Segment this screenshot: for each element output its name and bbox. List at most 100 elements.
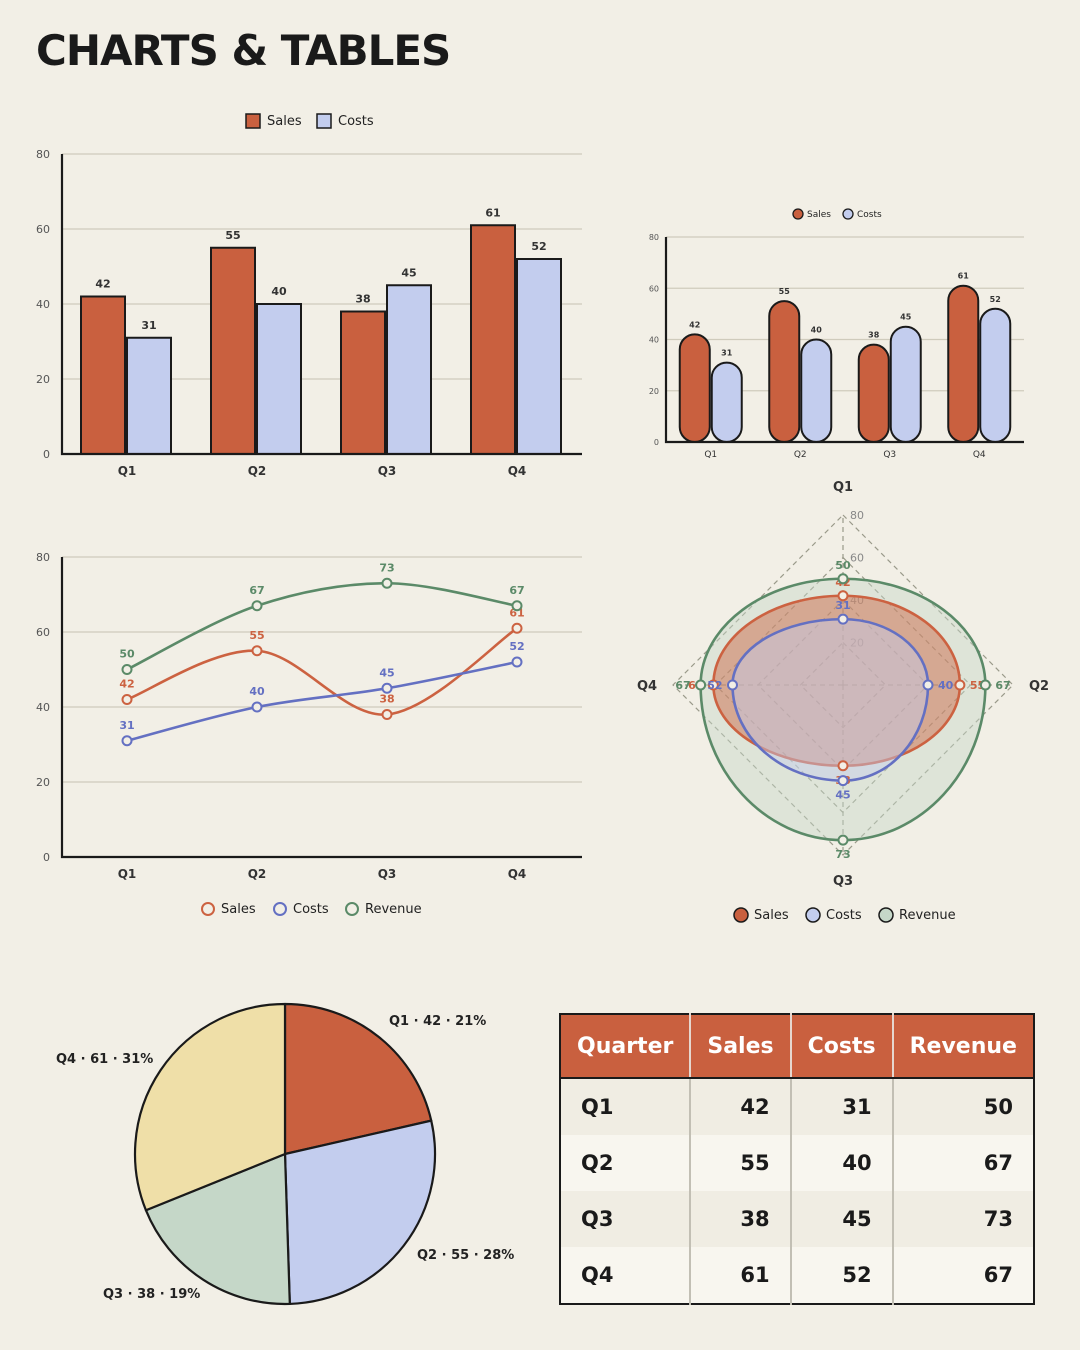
slice-label: Q1 · 42 · 21% [389,1014,486,1029]
slice-label: Q4 · 61 · 31% [56,1052,153,1067]
data-label: 55 [225,229,240,242]
data-label: 31 [119,719,134,732]
data-label: 55 [779,287,791,296]
data-label: 40 [271,285,287,298]
data-table: Quarter Sales Costs Revenue Q1 42 31 50 … [559,1013,1035,1305]
radar-grid-ring [757,599,929,771]
table-row: Q1 42 31 50 [560,1078,1034,1135]
legend-label: Sales [221,902,256,917]
bar [678,333,711,443]
slice-label: Q3 · 38 · 19% [103,1287,200,1302]
x-tick-label: Q4 [508,464,527,478]
axis-label: Q2 [1029,679,1049,694]
data-point [121,664,133,675]
data-label: 38 [355,293,370,306]
data-point [251,701,263,713]
series-line [126,660,518,743]
grouped-bar-chart: 0 20 40 60 80 42 31 Q1 55 40 Q2 38 45 Q3 61 52 Q4 Sales Co… [36,113,582,478]
radial-tick-label: 80 [850,509,864,522]
data-label: 52 [531,240,546,253]
x-tick-label: Q1 [118,464,137,478]
data-label: 45 [835,789,850,802]
data-label: 38 [868,331,880,340]
table-cell: 50 [892,1078,1034,1135]
slice-label: Q2 · 55 · 28% [417,1248,514,1263]
series-line [126,581,518,671]
data-label: 45 [379,666,394,679]
x-tick-label: Q2 [248,867,267,881]
x-tick-label: Q2 [248,464,267,478]
table-cell: Q1 [560,1078,692,1135]
bar [768,300,801,443]
data-point [837,775,849,787]
rounded-bar-chart: 0 20 40 60 80 42 31 Q1 55 40 Q2 38 45 Q3 61 52 Q4 Sales Co… [649,208,1024,460]
legend-swatch [345,902,359,916]
table-cell: Q3 [560,1191,692,1247]
x-tick-label: Q3 [378,464,397,478]
legend-label: Sales [807,210,831,220]
bar [386,284,432,455]
y-tick-label: 60 [649,284,659,293]
bar [470,224,516,455]
data-point [251,600,263,612]
axis-label: Q3 [833,874,853,889]
data-point [511,600,523,612]
legend-swatch [842,208,854,220]
bar [340,310,386,455]
data-point [121,694,133,705]
legend-swatch [201,902,215,916]
data-label: 50 [119,648,135,661]
x-tick-label: Q4 [508,867,527,881]
x-tick-label: Q3 [883,450,896,460]
data-label: 40 [938,679,954,692]
axis-label: Q1 [833,480,853,495]
data-label: 67 [995,679,1010,692]
data-label: 55 [249,629,264,642]
y-tick-label: 20 [649,387,659,396]
bar [889,325,922,443]
radar-chart: 20406080Q1Q2Q3Q4425538613140455250677367… [637,480,1049,923]
legend-label: Sales [754,908,789,923]
table-row: Q4 61 52 67 [560,1247,1034,1304]
bar [210,246,256,455]
axis-line [60,557,582,859]
table-cell: 31 [790,1078,894,1135]
data-label: 42 [95,278,110,291]
data-label: 38 [379,693,394,706]
data-point [954,679,966,691]
y-tick-label: 20 [36,776,50,789]
x-tick-label: Q2 [794,450,807,460]
axis-line [664,237,1024,444]
data-label: 42 [689,320,700,329]
bar [256,303,302,455]
data-label: 42 [119,678,134,691]
legend-swatch [733,907,749,923]
bar [516,258,562,455]
y-tick-label: 0 [43,851,50,864]
table-header-costs: Costs [790,1014,894,1079]
data-point [727,679,738,691]
x-tick-label: Q1 [118,867,137,881]
legend-swatch [792,208,804,220]
table-header-row: Quarter Sales Costs Revenue [560,1014,1034,1079]
table-cell: 52 [790,1247,894,1304]
table-cell: 67 [892,1135,1034,1191]
data-point [837,573,849,585]
legend-label: Costs [857,210,882,220]
table-cell: 67 [892,1247,1034,1304]
table-header-revenue: Revenue [892,1014,1034,1079]
radial-tick-label: 20 [850,637,864,650]
data-label: 45 [401,266,416,279]
legend-label: Sales [267,114,302,129]
axis-line [60,154,582,456]
axis-label: Q4 [637,679,657,694]
page-title: CHARTS & TABLES [36,26,451,75]
pie-slice [133,1002,287,1212]
table-cell: 55 [690,1135,792,1191]
data-label: 52 [509,640,524,653]
radar-grid-ring [799,641,887,729]
data-point [381,682,393,694]
legend-label: Revenue [899,908,956,923]
data-point [837,590,849,602]
data-point [979,679,991,691]
